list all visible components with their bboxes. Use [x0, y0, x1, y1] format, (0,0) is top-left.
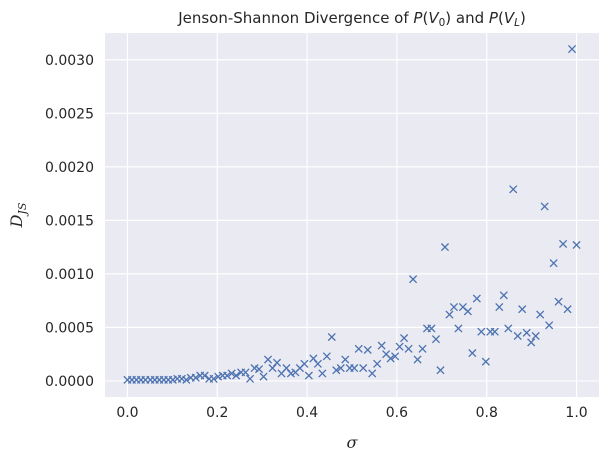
data-point-marker: [354, 344, 363, 353]
data-point-marker: [527, 338, 536, 347]
x-tick-label: 0.8: [476, 405, 498, 421]
y-tick-label: 0.0025: [45, 106, 94, 122]
data-point-marker: [386, 354, 395, 363]
data-point-marker: [341, 355, 350, 364]
data-point-marker: [400, 334, 409, 343]
data-point-marker: [391, 352, 400, 361]
data-point-marker: [200, 371, 209, 380]
data-point-marker: [427, 324, 436, 333]
data-point-marker: [413, 355, 422, 364]
data-markers: [123, 44, 581, 384]
data-point-marker: [368, 369, 377, 378]
data-point-marker: [490, 327, 499, 336]
data-point-marker: [259, 372, 268, 381]
data-point-marker: [232, 371, 241, 380]
data-point-marker: [227, 369, 236, 378]
data-point-marker: [440, 243, 450, 252]
data-point-marker: [404, 344, 413, 353]
x-tick-label: 0.6: [386, 405, 408, 421]
data-point-marker: [477, 327, 486, 336]
data-point-marker: [449, 303, 459, 312]
data-point-marker: [567, 44, 577, 54]
x-tick-label: 0.0: [116, 405, 138, 421]
data-point-marker: [518, 305, 527, 314]
data-point-marker: [327, 332, 336, 342]
data-point-marker: [522, 328, 531, 337]
x-tick-label: 1.0: [565, 405, 587, 421]
data-point-marker: [304, 371, 313, 380]
data-point-marker: [495, 303, 504, 312]
data-point-marker: [272, 358, 282, 367]
x-axis-label: σ: [347, 433, 359, 452]
data-point-marker: [472, 294, 481, 303]
data-point-marker: [513, 331, 522, 341]
data-point-marker: [409, 275, 418, 284]
data-point-marker: [241, 368, 250, 377]
y-axis-ticks: 0.0000 0.0005 0.0010 0.0015 0.0020 0.0025 0.00…: [45, 53, 94, 390]
data-point-marker: [191, 373, 200, 382]
x-tick-label: 0.2: [206, 405, 228, 421]
data-point-marker: [499, 291, 508, 300]
data-point-marker: [531, 331, 540, 341]
y-tick-label: 0.0005: [45, 320, 94, 336]
data-point-marker: [363, 345, 372, 354]
data-point-marker: [431, 335, 441, 344]
plot-background: [105, 33, 599, 397]
data-point-marker: [481, 357, 490, 366]
data-point-marker: [223, 371, 232, 380]
data-point-marker: [322, 352, 331, 361]
y-tick-label: 0.0000: [45, 374, 94, 390]
data-point-marker: [572, 240, 581, 250]
data-point-marker: [436, 366, 445, 375]
data-point-marker: [540, 202, 549, 211]
y-tick-label: 0.0030: [45, 53, 94, 69]
data-point-marker: [336, 364, 345, 373]
data-point-marker: [445, 310, 454, 319]
data-point-marker: [418, 344, 427, 353]
data-point-marker: [509, 185, 518, 194]
y-tick-label: 0.0015: [45, 213, 94, 229]
x-axis-ticks: 0.0 0.2 0.4 0.6 0.8 1.0: [116, 405, 587, 421]
data-point-marker: [377, 341, 386, 350]
data-point-marker: [182, 375, 191, 384]
data-point-marker: [300, 359, 309, 368]
y-tick-label: 0.0010: [45, 267, 94, 283]
y-axis-label: DJS: [7, 202, 29, 228]
data-point-marker: [463, 307, 472, 316]
data-point-marker: [563, 305, 572, 314]
grid: [105, 33, 599, 397]
x-tick-label: 0.4: [296, 405, 318, 421]
data-point-marker: [559, 239, 568, 248]
data-point-marker: [359, 364, 368, 373]
data-point-marker: [373, 359, 382, 368]
data-point-marker: [209, 374, 218, 383]
y-tick-label: 0.0020: [45, 160, 94, 176]
data-point-marker: [254, 365, 264, 374]
data-point-marker: [454, 324, 463, 333]
data-point-marker: [468, 349, 477, 358]
data-point-marker: [549, 259, 558, 268]
data-point-marker: [504, 324, 513, 333]
data-point-marker: [350, 364, 359, 373]
chart-title: Jenson-Shannon Divergence of P(V0) and P…: [177, 9, 526, 29]
data-point-marker: [332, 366, 341, 375]
data-point-marker: [554, 297, 563, 306]
data-point-marker: [245, 374, 255, 383]
data-point-marker: [318, 369, 327, 378]
data-point-marker: [536, 310, 545, 319]
data-point-marker: [395, 342, 404, 351]
data-point-marker: [545, 321, 554, 330]
data-point-marker: [313, 359, 322, 368]
data-point-marker: [263, 355, 273, 364]
